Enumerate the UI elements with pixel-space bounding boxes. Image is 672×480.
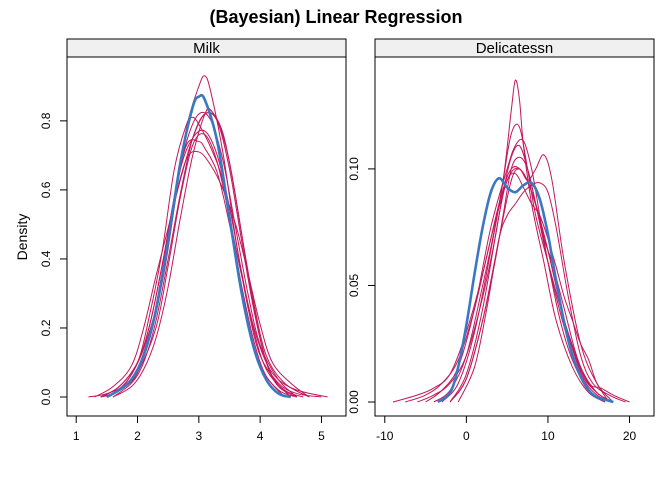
- y-tick-label-milk-2: 0.4: [39, 250, 53, 267]
- x-tick-label-delicatessn-1: 0: [463, 429, 470, 443]
- x-axis-milk: 1 2 3 4 5: [73, 415, 325, 443]
- replicate-density-line-delicatessn-8: [425, 138, 606, 403]
- replicate-density-line-milk-8: [100, 116, 298, 398]
- x-tick-label-delicatessn-3: 20: [623, 429, 637, 443]
- panel-milk: Milk 1 2 3 4 5 0.0 0.2 0.4 0.6 0.8 Density: [14, 38, 347, 443]
- replicate-density-line-milk-6: [112, 107, 292, 398]
- y-tick-label-milk-3: 0.6: [39, 181, 53, 198]
- replicate-density-line-delicatessn-10: [449, 156, 630, 403]
- replicate-density-line-milk-9: [100, 150, 310, 398]
- y-tick-label-delicatessn-0: 0.00: [347, 390, 361, 414]
- y-tick-label-delicatessn-1: 0.05: [347, 273, 361, 297]
- y-tick-label-milk-1: 0.2: [39, 319, 53, 336]
- x-tick-label-milk-4: 5: [318, 429, 325, 443]
- x-tick-label-delicatessn-0: -10: [376, 429, 394, 443]
- y-tick-label-milk-0: 0.0: [39, 388, 53, 405]
- series-layer-milk: [88, 75, 328, 399]
- replicate-density-line-milk-4: [106, 129, 304, 398]
- x-tick-label-milk-0: 1: [73, 429, 80, 443]
- y-axis-milk: 0.0 0.2 0.4 0.6 0.8: [39, 112, 68, 405]
- panel-delicatessn: Delicatessn -10 0 10 20 0.00 0.05 0.10: [347, 38, 655, 443]
- replicate-density-line-milk-10: [106, 133, 328, 398]
- y-axis-label: Density: [14, 214, 30, 261]
- series-layer-delicatessn: [392, 79, 630, 404]
- replicate-density-line-milk-7: [94, 112, 310, 398]
- x-tick-label-milk-2: 3: [195, 429, 202, 443]
- x-axis-delicatessn: -10 0 10 20: [376, 415, 637, 443]
- replicate-density-line-delicatessn-6: [405, 167, 614, 403]
- replicate-density-line-milk-2: [100, 111, 298, 398]
- replicate-density-line-delicatessn-2: [433, 123, 614, 403]
- y-tick-label-milk-4: 0.8: [39, 112, 53, 129]
- replicate-density-line-milk-1: [88, 75, 322, 398]
- plot-frame-delicatessn: [374, 56, 655, 417]
- strip-label-milk: Milk: [193, 40, 220, 57]
- y-axis-delicatessn: 0.00 0.05 0.10: [347, 157, 376, 414]
- replicate-density-line-delicatessn-3: [441, 79, 606, 403]
- observed-density-line-milk: [106, 93, 292, 399]
- x-tick-label-milk-3: 4: [257, 429, 264, 443]
- replicate-density-line-delicatessn-1: [417, 144, 614, 403]
- strip-label-delicatessn: Delicatessn: [476, 40, 554, 57]
- observed-density-line-delicatessn: [437, 176, 614, 404]
- x-tick-label-milk-1: 2: [134, 429, 141, 443]
- y-tick-label-delicatessn-2: 0.10: [347, 157, 361, 181]
- chart-title: (Bayesian) Linear Regression: [209, 7, 462, 27]
- x-tick-label-delicatessn-2: 10: [541, 429, 555, 443]
